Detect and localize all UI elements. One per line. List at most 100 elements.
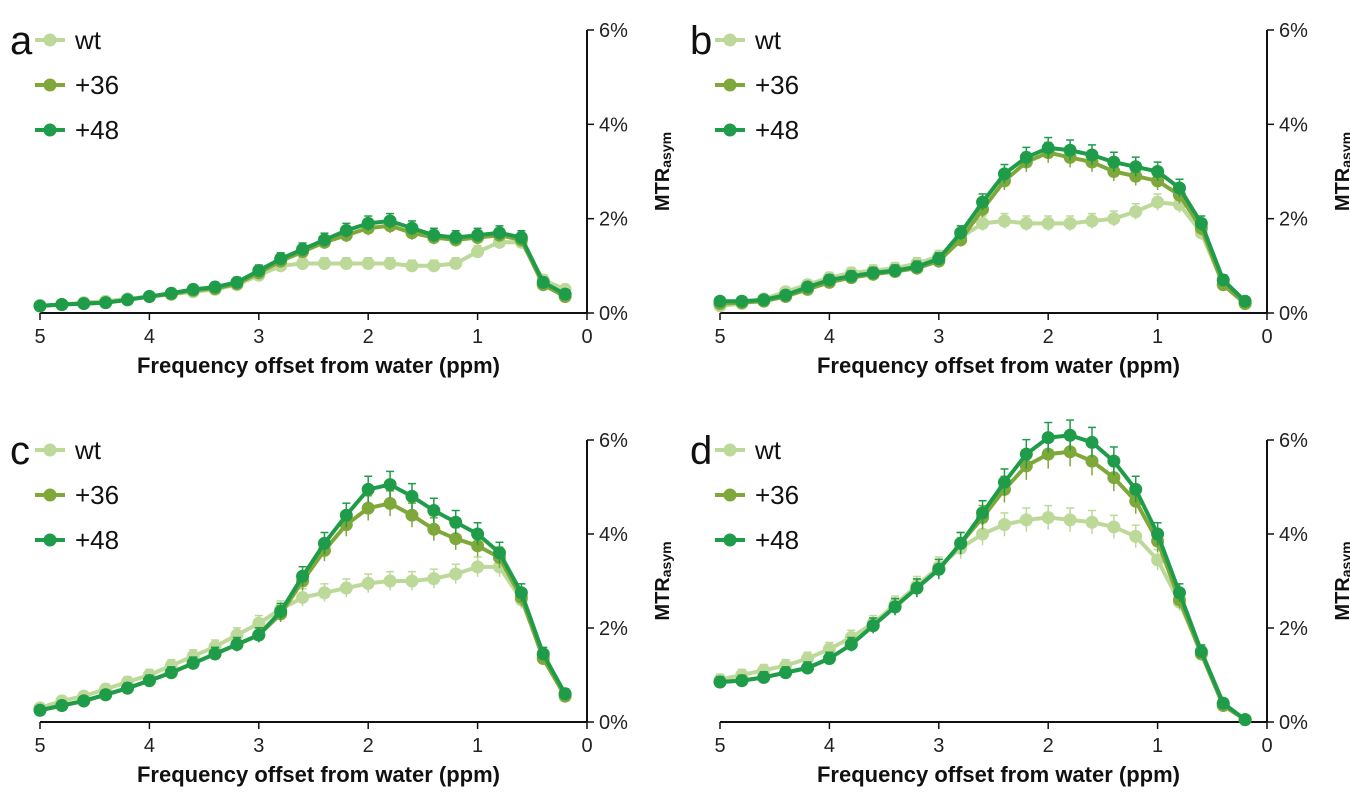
data-point [1019,150,1033,164]
data-point [383,478,397,492]
data-point [274,252,288,266]
y-axis-title-main: MTR [652,167,674,211]
data-point [1019,447,1033,461]
data-point [1129,205,1143,219]
data-point [932,252,946,266]
data-point [164,286,178,300]
data-point [339,581,353,595]
data-point [1172,181,1186,195]
y-tick-label: 6% [1279,20,1308,42]
data-point [317,233,331,247]
legend-label: +36 [755,70,799,100]
series-3 [713,136,1252,308]
data-point [230,275,244,289]
data-point [1063,216,1077,230]
data-point [471,527,485,541]
x-tick-label: 0 [581,735,592,757]
data-point [121,681,135,695]
panel-letter: a [10,19,33,63]
data-point [55,298,69,312]
data-point [383,256,397,270]
data-point [1041,141,1055,155]
data-point [1172,586,1186,600]
panel-letter: b [690,19,712,63]
legend-item: +48 [35,525,119,555]
data-point [822,273,836,287]
legend-swatch-marker [43,123,57,137]
y-tick-label: 4% [599,114,628,136]
data-point [1063,428,1077,442]
panel-letter: d [690,429,712,473]
legend-swatch-marker [723,533,737,547]
data-point [976,195,990,209]
data-point [142,289,156,303]
data-point [427,504,441,517]
panel-c: 5 4 3 2 1 0 0% 2% 4% 6% Frequency offset from wate… [10,429,674,787]
x-tick-label: 4 [144,326,155,348]
data-point [866,266,880,280]
data-point [866,619,880,633]
legend-label: +48 [75,525,119,555]
data-point [1063,445,1077,459]
data-point [997,214,1011,228]
data-point [514,231,528,245]
data-point [471,560,485,574]
data-point [427,259,441,273]
data-point [1085,214,1099,228]
series-3 [33,212,572,313]
y-tick-label: 0% [599,712,628,734]
data-point [361,482,375,496]
data-point [405,489,419,503]
x-tick-label: 3 [253,735,264,757]
legend-swatch-marker [723,123,737,137]
y-tick-label: 4% [1279,114,1308,136]
data-point [779,288,793,302]
x-tick-label: 4 [144,735,155,757]
data-point [514,586,528,600]
y-tick-label: 2% [599,618,628,640]
legend-item: +48 [35,115,119,145]
x-tick-label: 1 [472,735,483,757]
data-point [317,586,331,600]
x-tick-label: 2 [1043,326,1054,348]
data-point [77,297,91,311]
data-point [33,299,47,313]
x-axis-title: Frequency offset from water (ppm) [817,353,1180,378]
data-point [735,674,749,688]
data-point [1041,447,1055,461]
data-point [976,527,990,541]
series-3 [713,419,1252,727]
data-point [77,694,91,708]
data-point [1041,216,1055,230]
y-axis-title-main: MTR [1332,167,1350,211]
data-point [427,522,441,536]
legend-swatch-marker [43,33,57,47]
data-point [317,536,331,550]
legend-swatch-marker [43,533,57,547]
data-point [997,167,1011,181]
data-point [252,264,266,278]
legend-item: wt [715,25,782,55]
data-point [427,228,441,242]
legend-swatch-marker [43,78,57,92]
y-tick-label: 2% [599,209,628,231]
data-point [536,275,550,289]
legend-label: +36 [75,70,119,100]
data-point [383,214,397,228]
panel-letter: c [10,429,30,473]
legend-item: wt [715,435,782,465]
data-point [449,515,463,529]
data-point [427,572,441,586]
data-point [492,226,506,240]
data-point [1107,212,1121,226]
legend-item: +36 [715,70,799,100]
data-point [339,223,353,237]
data-point [361,501,375,515]
data-point [405,221,419,235]
data-point [339,508,353,522]
data-point [1085,435,1099,449]
data-point [317,256,331,270]
data-point [1151,165,1165,178]
data-point [296,242,310,256]
data-point [910,260,924,274]
